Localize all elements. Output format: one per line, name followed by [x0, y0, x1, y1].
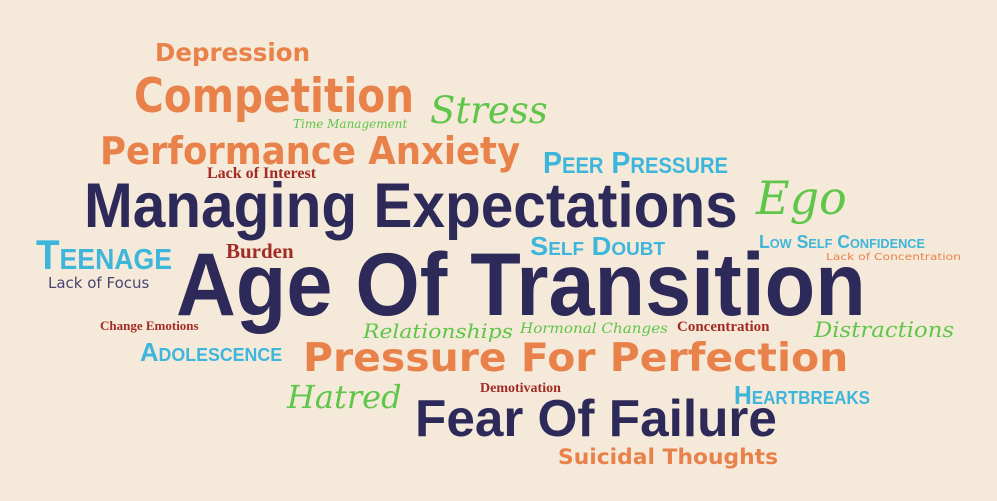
word-performance-anxiety: Performance Anxiety [100, 129, 521, 173]
word-change-emotions: Change Emotions [100, 318, 199, 333]
word-hormonal-changes: Hormonal Changes [520, 321, 668, 337]
word-concentration: Concentration [677, 319, 770, 335]
word-demotivation: Demotivation [480, 381, 561, 396]
word-peer-pressure: Peer Pressure [543, 145, 729, 180]
word-hatred: Hatred [287, 378, 402, 416]
word-heartbreaks: Heartbreaks [734, 380, 871, 410]
word-relationships: Relationships [363, 319, 513, 343]
word-competition: Competition [134, 69, 415, 124]
word-teenage: Teenage [36, 231, 172, 278]
word-fear-of-failure: Fear Of Failure [415, 390, 777, 448]
word-time-management: Time Management [293, 117, 408, 131]
word-distractions: Distractions [814, 318, 955, 342]
word-lack-of-focus: Lack of Focus [48, 274, 150, 292]
word-suicidal-thoughts: Suicidal Thoughts [558, 445, 779, 469]
word-adolescence: Adolescence [140, 337, 283, 367]
word-pressure-for-perfection: Pressure For Perfection [303, 336, 849, 381]
word-low-self-confidence: Low Self Confidence [759, 232, 925, 252]
word-lack-of-interest: Lack of Interest [207, 165, 317, 182]
word-ego: Ego [756, 171, 847, 225]
word-lack-of-concentration: Lack of Concentration [826, 252, 961, 263]
word-self-doubt: Self Doubt [530, 231, 666, 261]
word-managing-expectations: Managing Expectations [84, 171, 738, 241]
word-depression: Depression [155, 38, 311, 67]
word-burden: Burden [226, 239, 294, 263]
word-stress: Stress [430, 89, 548, 132]
word-age-of-transition: Age Of Transition [176, 234, 866, 334]
